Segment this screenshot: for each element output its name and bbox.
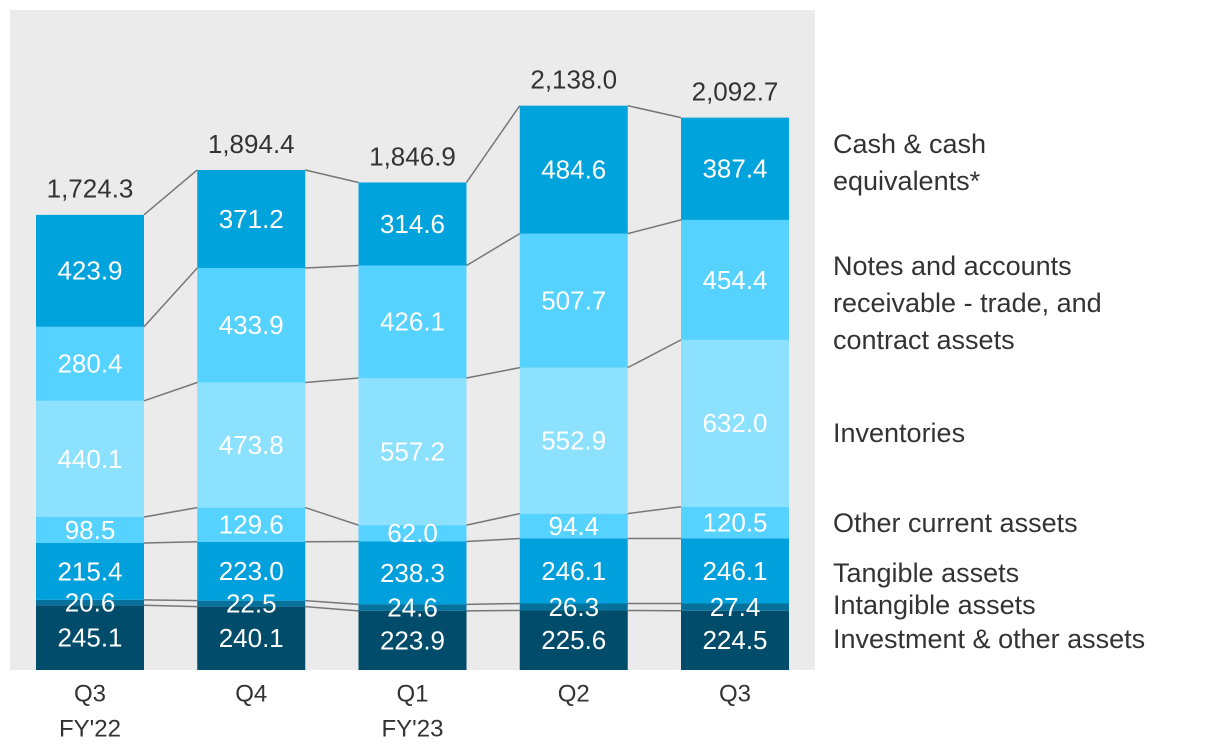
segment-label: 120.5 xyxy=(702,507,767,537)
segment-label: 98.5 xyxy=(65,515,116,545)
legend-label: equivalents* xyxy=(833,166,981,196)
segment-label: 632.0 xyxy=(702,408,767,438)
connector-line xyxy=(144,600,197,601)
segment-label: 552.9 xyxy=(541,425,606,455)
legend-label: Other current assets xyxy=(833,508,1078,538)
segment-label: 484.6 xyxy=(541,155,606,185)
segment-label: 22.5 xyxy=(226,589,277,619)
segment-label: 26.3 xyxy=(548,592,599,622)
total-label: 2,092.7 xyxy=(692,76,779,106)
legend-label: Tangible assets xyxy=(833,558,1019,588)
segment-label: 20.6 xyxy=(65,587,116,617)
legend-label: Notes and accounts xyxy=(833,251,1072,281)
segment-label: 280.4 xyxy=(57,349,122,379)
total-label: 1,724.3 xyxy=(47,174,134,204)
segment-label: 371.2 xyxy=(219,204,284,234)
segment-label: 245.1 xyxy=(57,623,122,653)
segment-label: 423.9 xyxy=(57,256,122,286)
segment-label: 224.5 xyxy=(702,625,767,655)
segment-label: 62.0 xyxy=(387,518,438,548)
x-tick-label: Q3 xyxy=(719,680,751,707)
segment-label: 426.1 xyxy=(380,307,445,337)
x-tick-label: Q3 xyxy=(74,680,106,707)
segment-label: 94.4 xyxy=(548,511,599,541)
total-label: 1,894.4 xyxy=(208,129,295,159)
segment-label: 387.4 xyxy=(702,154,767,184)
segment-label: 473.8 xyxy=(219,430,284,460)
segment-label: 433.9 xyxy=(219,310,284,340)
segment-label: 246.1 xyxy=(702,556,767,586)
segment-label: 129.6 xyxy=(219,510,284,540)
segment-label: 223.9 xyxy=(380,625,445,655)
segment-label: 557.2 xyxy=(380,436,445,466)
segment-label: 223.0 xyxy=(219,556,284,586)
x-tick-label: FY'23 xyxy=(382,715,444,742)
total-label: 1,846.9 xyxy=(369,141,456,171)
x-tick-label: Q2 xyxy=(558,680,590,707)
segment-label: 24.6 xyxy=(387,593,438,623)
segment-label: 314.6 xyxy=(380,209,445,239)
legend-label: contract assets xyxy=(833,325,1015,355)
connector-line xyxy=(467,603,520,604)
segment-label: 240.1 xyxy=(219,623,284,653)
segment-label: 215.4 xyxy=(57,556,122,586)
segment-label: 27.4 xyxy=(710,592,761,622)
x-tick-label: Q4 xyxy=(235,680,267,707)
x-tick-label: FY'22 xyxy=(59,715,121,742)
segment-label: 246.1 xyxy=(541,556,606,586)
segment-label: 507.7 xyxy=(541,285,606,315)
legend-label: Inventories xyxy=(833,418,965,448)
segment-label: 238.3 xyxy=(380,558,445,588)
legend-label: Cash & cash xyxy=(833,129,986,159)
x-tick-label: Q1 xyxy=(396,680,428,707)
legend-label: Investment & other assets xyxy=(833,624,1145,654)
legend-label: Intangible assets xyxy=(833,590,1036,620)
segment-label: 225.6 xyxy=(541,625,606,655)
legend-label: receivable - trade, and xyxy=(833,288,1102,318)
total-label: 2,138.0 xyxy=(530,64,617,94)
segment-label: 440.1 xyxy=(57,444,122,474)
segment-label: 454.4 xyxy=(702,265,767,295)
